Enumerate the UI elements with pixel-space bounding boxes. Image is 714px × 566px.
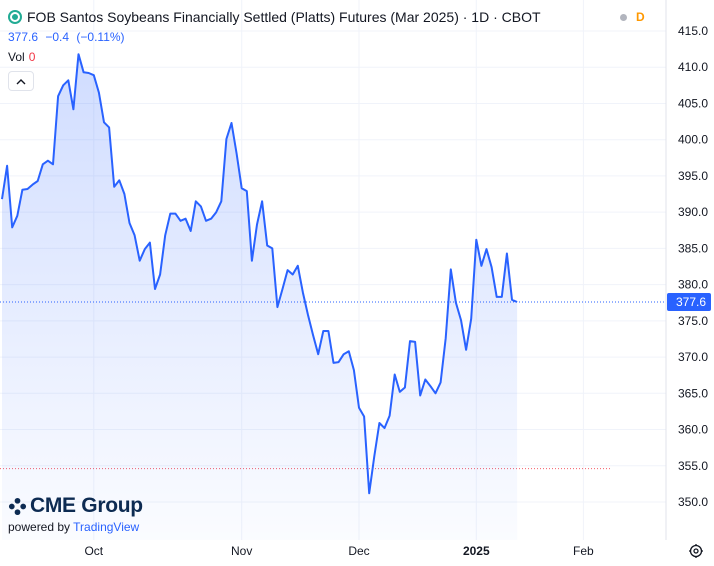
last-price: 377.6 (8, 30, 39, 44)
y-tick-label: 370.0 (678, 350, 708, 364)
collapse-legend-button[interactable] (8, 71, 34, 91)
attribution-logo[interactable]: CME Group powered by TradingView (8, 494, 143, 534)
volume-legend[interactable]: Vol 0 (8, 50, 35, 64)
volume-value: 0 (28, 50, 36, 64)
y-tick-label: 395.0 (678, 169, 708, 183)
last-price-marker: 377.6 (667, 293, 711, 312)
market-status-icon[interactable] (620, 14, 627, 21)
x-tick-label: Nov (231, 544, 252, 558)
y-tick-label: 365.0 (678, 386, 708, 400)
chevron-up-icon (16, 78, 26, 84)
cme-group-logo: CME Group (30, 494, 143, 517)
y-tick-label: 355.0 (678, 459, 708, 473)
last-price-tag-label: 377.6 (676, 295, 706, 309)
chart-settings-icon[interactable] (688, 543, 704, 559)
y-tick-label: 415.0 (678, 24, 708, 38)
delayed-data-badge[interactable]: D (636, 10, 645, 24)
x-tick-label: 2025 (463, 544, 490, 558)
tradingview-link[interactable]: TradingView (73, 520, 140, 534)
volume-label: Vol (8, 50, 25, 64)
price-area-fill (2, 54, 518, 540)
cme-globe-icon (8, 497, 27, 515)
y-tick-label: 405.0 (678, 96, 708, 110)
y-tick-label: 380.0 (678, 278, 708, 292)
x-tick-label: Oct (84, 544, 103, 558)
y-tick-label: 385.0 (678, 241, 708, 255)
symbol-title: FOB Santos Soybeans Financially Settled … (27, 9, 541, 25)
price-change-percent: (−0.11%) (76, 30, 125, 44)
powered-by-text: powered by (8, 520, 71, 534)
quote-line: 377.6 −0.4 (−0.11%) (8, 30, 129, 44)
y-tick-label: 390.0 (678, 205, 708, 219)
y-tick-label: 410.0 (678, 60, 708, 74)
price-axis[interactable]: 415.0 410.0 405.0 400.0 395.0 390.0 385.0 380.0… (678, 24, 708, 509)
price-change: −0.4 (45, 30, 70, 44)
x-tick-label: Dec (348, 544, 369, 558)
symbol-logo-icon (8, 10, 22, 24)
time-axis[interactable]: Oct Nov Dec 2025 Feb (84, 544, 594, 558)
y-tick-label: 400.0 (678, 133, 708, 147)
powered-by-line: powered by TradingView (8, 520, 143, 534)
chart-legend-title[interactable]: FOB Santos Soybeans Financially Settled … (8, 8, 541, 26)
x-tick-label: Feb (573, 544, 594, 558)
y-tick-label: 350.0 (678, 495, 708, 509)
y-tick-label: 375.0 (678, 314, 708, 328)
price-series (1, 53, 518, 540)
last-price-tag-bg (667, 293, 711, 312)
y-tick-label: 360.0 (678, 423, 708, 437)
price-line (1, 53, 518, 495)
